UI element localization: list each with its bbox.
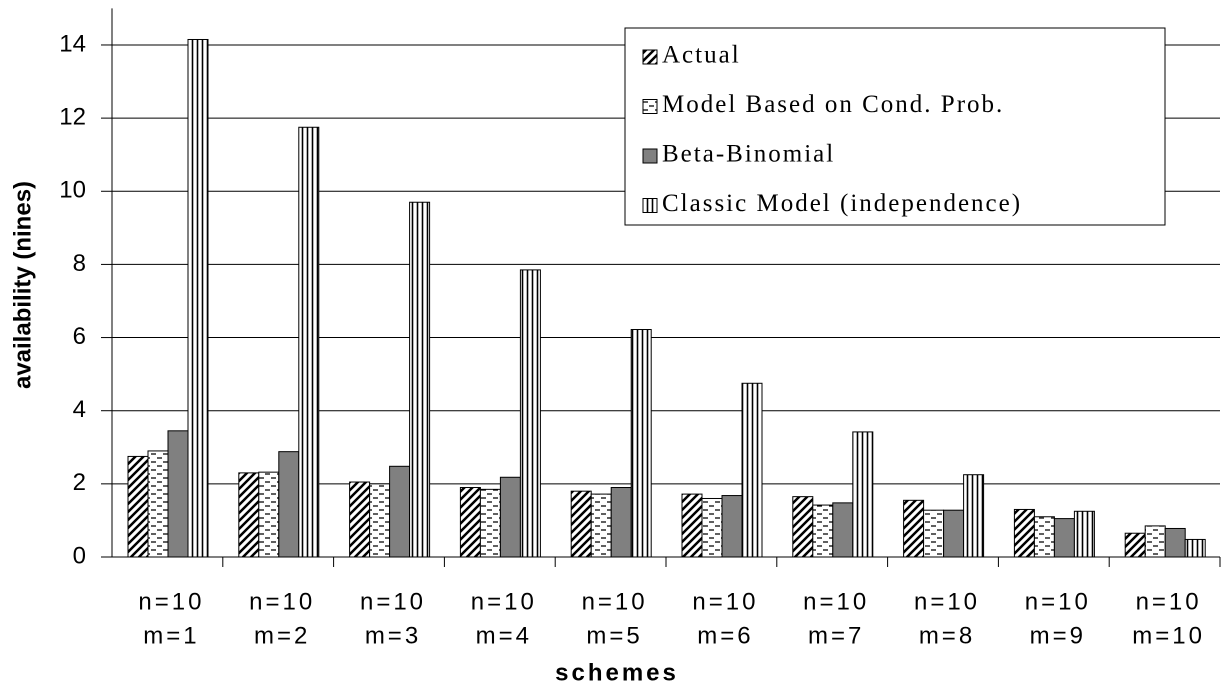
bar xyxy=(903,499,925,558)
bar xyxy=(721,495,743,558)
bar xyxy=(1033,516,1055,558)
bar xyxy=(127,455,149,558)
bar xyxy=(681,493,703,558)
bar xyxy=(701,497,723,558)
x-tick-label: n=10 xyxy=(803,588,869,615)
bar xyxy=(1124,532,1146,558)
bar xyxy=(409,201,431,558)
x-tick-label: m=5 xyxy=(586,622,642,649)
x-tick-label: n=10 xyxy=(582,588,648,615)
x-tick-label: m=9 xyxy=(1030,622,1086,649)
legend-box xyxy=(624,27,1166,226)
bar xyxy=(1184,538,1206,558)
y-axis-label: availability (nines) xyxy=(9,181,36,389)
bar xyxy=(590,493,612,558)
x-tick-label: n=10 xyxy=(138,588,204,615)
x-tick-label: m=6 xyxy=(697,622,753,649)
bar xyxy=(943,509,965,558)
x-tick-label: m=1 xyxy=(143,622,199,649)
bar xyxy=(298,126,320,558)
y-tick-label: 6 xyxy=(73,323,86,350)
legend-swatch xyxy=(642,148,658,164)
bar xyxy=(167,430,189,558)
bar xyxy=(519,269,541,558)
x-tick-label: m=10 xyxy=(1132,622,1205,649)
bar xyxy=(832,502,854,558)
bar xyxy=(369,483,391,558)
legend-swatch xyxy=(642,198,658,213)
y-tick-label: 10 xyxy=(59,177,86,204)
bar xyxy=(852,431,874,558)
x-tick-label: n=10 xyxy=(692,588,758,615)
legend-swatch xyxy=(642,49,658,65)
bar xyxy=(1073,510,1095,558)
bar xyxy=(741,382,763,558)
x-tick-label: n=10 xyxy=(360,588,426,615)
legend-label: Model Based on Cond. Prob. xyxy=(662,91,1004,118)
bar xyxy=(349,481,371,558)
x-tick-label: n=10 xyxy=(914,588,980,615)
x-tick-label: n=10 xyxy=(471,588,537,615)
y-tick-label: 0 xyxy=(73,542,86,569)
bar xyxy=(812,504,834,558)
bar xyxy=(570,490,592,558)
bar xyxy=(963,474,985,558)
bar xyxy=(389,465,411,558)
bar xyxy=(1164,527,1186,558)
y-tick-label: 2 xyxy=(73,469,86,496)
bar xyxy=(792,496,814,558)
bar xyxy=(1144,525,1166,558)
bar xyxy=(187,38,209,558)
bar xyxy=(1013,508,1035,558)
x-tick-label: m=8 xyxy=(919,622,975,649)
bar xyxy=(459,487,481,558)
x-tick-label: m=7 xyxy=(808,622,864,649)
x-tick-label: m=2 xyxy=(254,622,310,649)
y-tick-label: 12 xyxy=(59,103,86,130)
bar xyxy=(630,329,652,558)
legend-label: Classic Model (independence) xyxy=(662,190,1022,217)
bar xyxy=(499,476,521,558)
bar xyxy=(238,472,260,558)
bar xyxy=(610,487,632,558)
x-axis-label: schemes xyxy=(555,659,679,686)
legend-label: Actual xyxy=(662,42,741,69)
bar xyxy=(923,509,945,558)
bar xyxy=(147,450,169,558)
bar xyxy=(1053,518,1075,558)
legend-swatch xyxy=(642,99,658,114)
y-tick-label: 4 xyxy=(73,396,86,423)
y-tick-label: 8 xyxy=(73,250,86,277)
legend-label: Beta-Binomial xyxy=(662,141,835,168)
bar xyxy=(278,451,300,558)
x-tick-label: n=10 xyxy=(1136,588,1202,615)
x-tick-label: n=10 xyxy=(249,588,315,615)
x-tick-label: n=10 xyxy=(1025,588,1091,615)
x-tick-label: m=4 xyxy=(476,622,532,649)
y-tick-label: 14 xyxy=(59,30,86,57)
bar xyxy=(479,488,501,558)
x-tick-label: m=3 xyxy=(365,622,421,649)
bar xyxy=(258,471,280,558)
